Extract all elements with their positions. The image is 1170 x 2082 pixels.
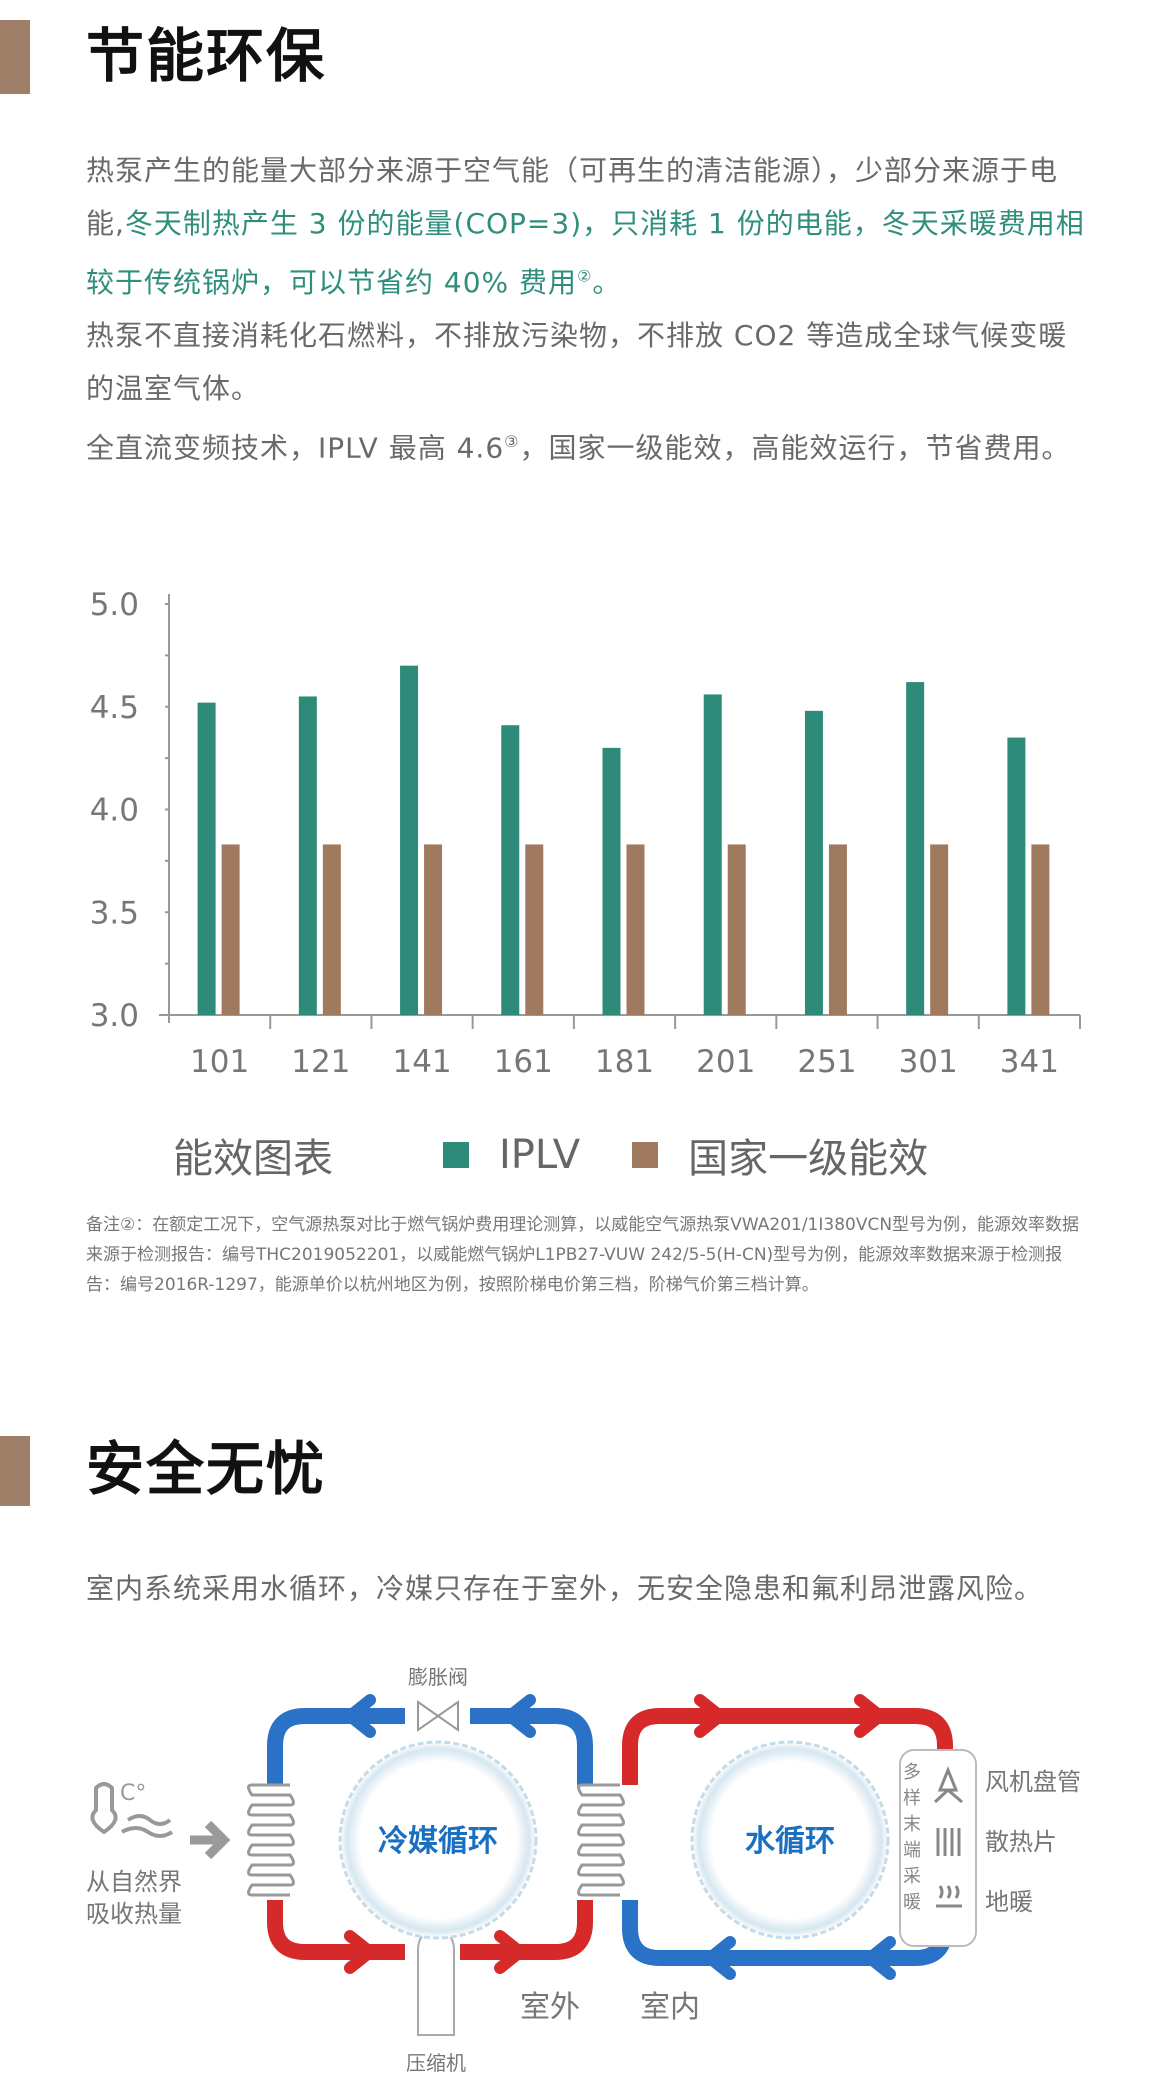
radiator-icon <box>936 1828 961 1856</box>
safety-text: 室内系统采用水循环，冷媒只存在于室外，无安全隐患和氟利昂泄露风险。 <box>86 1572 1044 1605</box>
water-cycle-label: 水循环 <box>745 1824 835 1859</box>
arrow-right-icon <box>344 1930 376 1974</box>
legend-swatch-iplv <box>443 1142 469 1168</box>
terminals-label-char: 末 <box>903 1814 921 1835</box>
highlight-text: 冬天制热产生 3 份的能量(COP=3)，只消耗 1 份的电能，冬天采暖费用相较… <box>86 207 1085 300</box>
heat-exchanger-coil-icon <box>247 1783 295 1897</box>
x-tick-label: 121 <box>291 1044 350 1080</box>
arrow-left-icon <box>344 1694 376 1738</box>
bar-national-grade1-301 <box>930 844 949 1015</box>
arrow-left-icon <box>864 1936 896 1980</box>
refrigerant-hot-pipe <box>267 1900 593 1960</box>
absorb-heat-label-2: 吸收热量 <box>86 1900 182 1928</box>
arrow-left-icon <box>704 1936 736 1980</box>
x-tick-label: 101 <box>190 1044 249 1080</box>
bar-iplv-201 <box>703 694 722 1015</box>
legend-swatch-national <box>632 1142 659 1168</box>
bar-iplv-141 <box>400 665 419 1015</box>
x-tick-label: 301 <box>899 1044 958 1080</box>
compressor-label: 压缩机 <box>406 2051 466 2075</box>
section-accent-bar <box>0 1436 30 1506</box>
refrigerant-cycle-label: 冷媒循环 <box>378 1824 498 1859</box>
legend-label-iplv: IPLV <box>499 1132 581 1178</box>
section-accent-bar <box>0 20 30 94</box>
bar-iplv-121 <box>298 696 317 1015</box>
bar-national-grade1-101 <box>221 844 240 1015</box>
bar-national-grade1-251 <box>828 844 847 1015</box>
bar-national-grade1-341 <box>1031 844 1050 1015</box>
x-tick-label: 141 <box>392 1044 451 1080</box>
bar-iplv-101 <box>197 702 216 1015</box>
bar-iplv-251 <box>804 710 823 1015</box>
intro-text: 热泵产生的能量大部分来源于空气能（可再生的清洁能源），少部分来源于电能,冬天制热… <box>86 144 1086 475</box>
footnote-mark: ③ <box>504 432 520 452</box>
bar-national-grade1-161 <box>525 844 544 1015</box>
y-tick-label: 3.0 <box>90 998 139 1034</box>
text-emissions: 热泵不直接消耗化石燃料，不排放污染物，不排放 CO2 等造成全球气候变暖的温室气… <box>86 319 1068 406</box>
thermometer-air-icon: C° <box>90 1781 174 1838</box>
legend-label-national: 国家一级能效 <box>688 1136 929 1182</box>
terminals-label-char: 端 <box>903 1840 921 1861</box>
bar-iplv-161 <box>501 725 520 1015</box>
x-tick-label: 161 <box>494 1044 553 1080</box>
floor-heating-icon <box>936 1885 962 1908</box>
bar-national-grade1-121 <box>322 844 341 1015</box>
expansion-valve-icon <box>417 1700 459 1732</box>
arrow-right-icon <box>494 1930 526 1974</box>
heat-exchanger-coil-icon <box>577 1783 625 1897</box>
chart-title: 能效图表 <box>173 1136 333 1182</box>
absorb-heat-label-1: 从自然界 <box>86 1868 182 1896</box>
bar-national-grade1-201 <box>727 844 746 1015</box>
svg-text:C°: C° <box>120 1781 146 1806</box>
text-iplv: 全直流变频技术，IPLV 最高 4.6 <box>86 431 505 465</box>
footnote: 备注②：在额定工况下，空气源热泵对比于燃气锅炉费用理论测算，以威能空气源热泵VW… <box>86 1215 1080 1295</box>
bar-iplv-301 <box>906 682 925 1015</box>
water-cycle-ring <box>690 1740 890 1940</box>
text-iplv-end: ，国家一级能效，高能效运行，节省费用。 <box>519 431 1071 465</box>
text-normal: 热泵产生的能量大部分来源于空气能（可再生的清洁能源），少部分来源于电能, <box>86 154 1059 240</box>
y-tick-label: 3.5 <box>90 895 139 931</box>
terminal-radiator: 散热片 <box>985 1828 1057 1856</box>
bar-national-grade1-141 <box>424 844 443 1015</box>
fan-coil-icon <box>933 1765 963 1804</box>
efficiency-bar-chart: 3.0 3.5 4.0 4.5 5.0 101 121 141 161 181 201 251 301 3… <box>90 587 1081 1080</box>
section-title: 安全无忧 <box>86 1435 327 1503</box>
arrow-left-icon <box>504 1694 536 1738</box>
terminals-label-char: 多 <box>903 1762 921 1783</box>
terminals-label-char: 采 <box>903 1866 921 1887</box>
bar-national-grade1-181 <box>626 844 645 1015</box>
section-title: 节能环保 <box>86 22 327 90</box>
x-tick-label: 181 <box>595 1044 654 1080</box>
cycle-diagram: 膨胀阀 压缩机 冷媒循环 水循环 室外 室内 C° 从自然界 吸收热量 多样末端… <box>86 1665 1081 2075</box>
arrow-right-icon <box>854 1694 886 1738</box>
terminals-label-char: 样 <box>903 1788 921 1809</box>
y-tick-label: 4.0 <box>90 793 139 829</box>
indoor-label: 室内 <box>640 1990 700 2025</box>
terminal-fan-coil: 风机盘管 <box>985 1768 1081 1796</box>
x-tick-label: 201 <box>696 1044 755 1080</box>
expansion-valve-label: 膨胀阀 <box>408 1665 468 1689</box>
x-tick-label: 251 <box>797 1044 856 1080</box>
refrigerant-cycle-ring <box>338 1740 538 1940</box>
x-tick-label: 341 <box>1000 1044 1059 1080</box>
terminals-label-char: 暖 <box>903 1892 921 1913</box>
bar-iplv-341 <box>1007 737 1026 1015</box>
text-highlight: 冬天制热产生 3 份的能量(COP=3)，只消耗 1 份的电能，冬天采暖费用相较… <box>86 207 1085 299</box>
bar-iplv-181 <box>602 747 621 1015</box>
refrigerant-cold-pipe <box>267 1708 593 1785</box>
arrow-right-icon <box>190 1820 231 1860</box>
compressor-icon <box>417 1926 455 2036</box>
footnote-mark: ② <box>577 267 593 286</box>
terminal-floor-heating: 地暖 <box>985 1888 1033 1916</box>
water-hot-pipe <box>622 1708 953 1785</box>
y-tick-label: 5.0 <box>90 587 139 623</box>
outdoor-label: 室外 <box>520 1990 580 2025</box>
chart-legend: 能效图表 IPLV 国家一级能效 <box>173 1130 928 1182</box>
arrow-right-icon <box>694 1694 726 1738</box>
y-tick-label: 4.5 <box>90 690 139 726</box>
highlight-end: 。 <box>592 266 622 300</box>
